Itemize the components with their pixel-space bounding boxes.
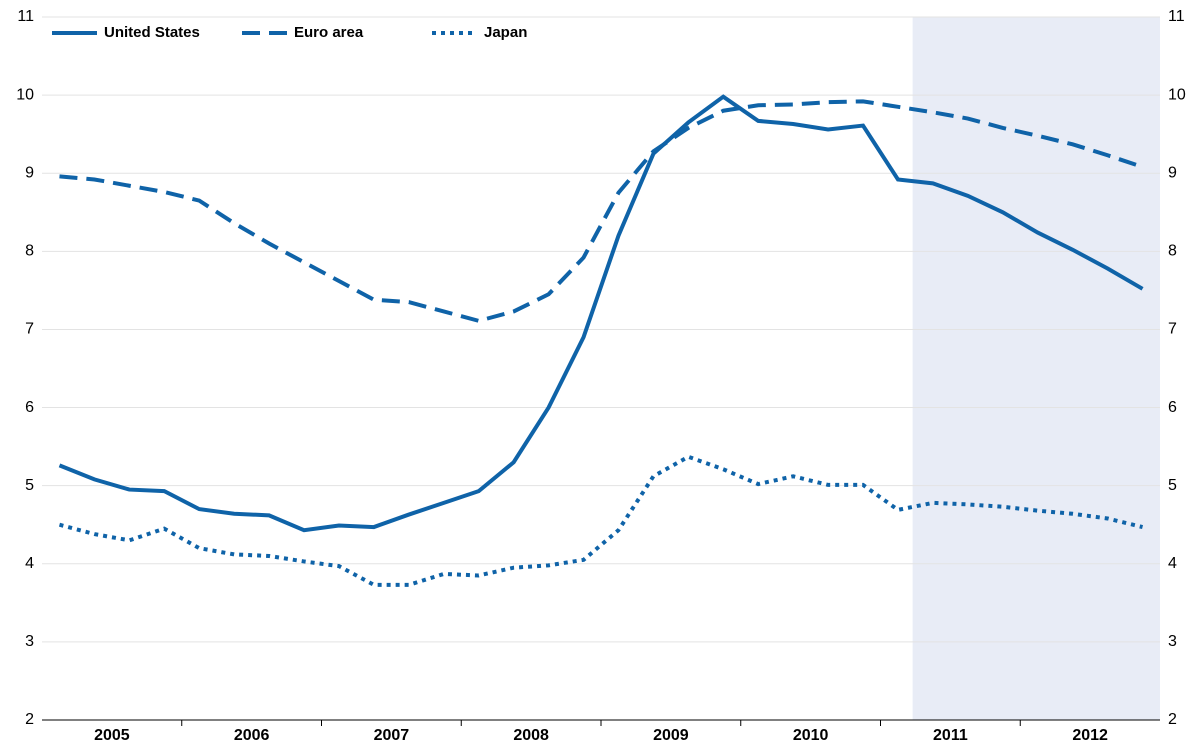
y2-tick-label: 2 bbox=[1168, 711, 1177, 728]
y2-tick-label: 5 bbox=[1168, 477, 1177, 494]
x-tick-label: 2008 bbox=[513, 727, 549, 744]
y2-tick-label: 11 bbox=[1168, 8, 1185, 25]
y-tick-label: 4 bbox=[25, 555, 34, 572]
y2-tick-label: 10 bbox=[1168, 86, 1186, 103]
x-tick-label: 2012 bbox=[1072, 727, 1108, 744]
y-tick-label: 5 bbox=[25, 477, 34, 494]
x-tick-label: 2011 bbox=[933, 727, 968, 744]
series-line bbox=[58, 454, 1144, 587]
y2-tick-label: 6 bbox=[1168, 399, 1177, 416]
y2-tick-label: 8 bbox=[1168, 243, 1177, 260]
series-line bbox=[58, 94, 1144, 533]
y-tick-label: 10 bbox=[16, 86, 34, 103]
y-tick-label: 9 bbox=[25, 164, 34, 181]
x-tick-label: 2006 bbox=[234, 727, 270, 744]
series-line bbox=[59, 99, 1144, 323]
legend-label: Euro area bbox=[294, 24, 364, 41]
y2-tick-label: 7 bbox=[1168, 321, 1177, 338]
legend-label: United States bbox=[104, 24, 200, 41]
legend-label: Japan bbox=[484, 24, 527, 41]
x-tick-label: 2010 bbox=[793, 727, 829, 744]
x-tick-label: 2009 bbox=[653, 727, 689, 744]
y2-tick-label: 4 bbox=[1168, 555, 1177, 572]
y-tick-label: 2 bbox=[25, 711, 34, 728]
y-tick-label: 7 bbox=[25, 321, 34, 338]
y2-tick-label: 3 bbox=[1168, 633, 1177, 650]
y-tick-label: 6 bbox=[25, 399, 34, 416]
y2-tick-label: 9 bbox=[1168, 164, 1177, 181]
x-tick-label: 2005 bbox=[94, 727, 130, 744]
forecast-shade bbox=[912, 17, 1160, 720]
y-tick-label: 8 bbox=[25, 243, 34, 260]
y-tick-label: 11 bbox=[17, 8, 34, 25]
x-tick-label: 2007 bbox=[374, 727, 410, 744]
y-tick-label: 3 bbox=[25, 633, 34, 650]
